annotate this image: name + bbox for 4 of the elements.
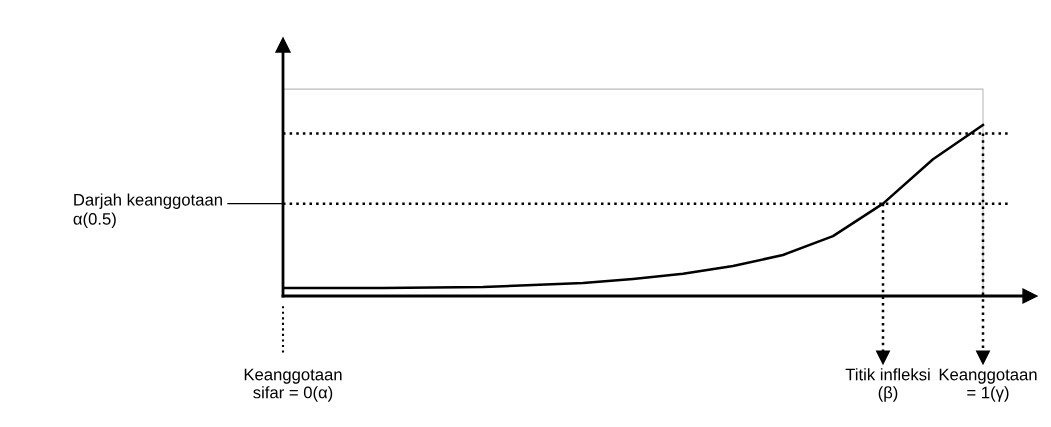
- ref-line-label: Darjah keanggotaan α(0.5): [73, 193, 222, 229]
- text: Keanggotaan sifar = 0(α): [244, 368, 342, 402]
- text: Titik infleksi (β): [845, 368, 930, 402]
- text: Keanggotaan = 1(γ): [939, 368, 1037, 402]
